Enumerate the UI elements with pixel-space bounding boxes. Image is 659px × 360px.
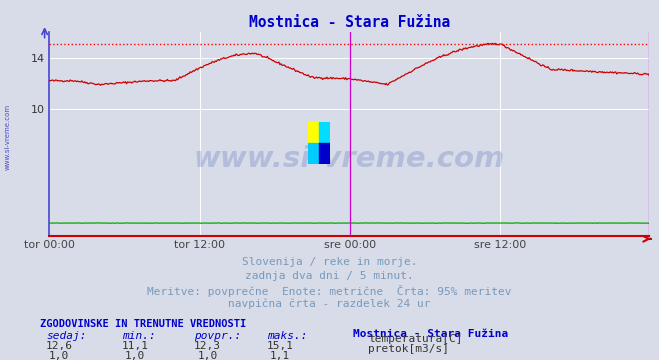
Text: 12,3: 12,3 [194,341,221,351]
Text: 11,1: 11,1 [122,341,148,351]
Bar [320,143,330,164]
Text: pretok[m3/s]: pretok[m3/s] [368,344,449,354]
Text: 15,1: 15,1 [267,341,293,351]
Text: navpična črta - razdelek 24 ur: navpična črta - razdelek 24 ur [228,298,431,309]
Text: 1,0: 1,0 [125,351,145,360]
Title: Mostnica - Stara Fužina: Mostnica - Stara Fužina [248,15,450,30]
Bar [308,122,320,143]
Text: 1,1: 1,1 [270,351,290,360]
Text: maks.:: maks.: [267,331,307,341]
Text: min.:: min.: [122,331,156,341]
Text: www.si-vreme.com: www.si-vreme.com [194,144,505,172]
Text: 12,6: 12,6 [46,341,72,351]
Text: www.si-vreme.com: www.si-vreme.com [5,104,11,170]
Bar [308,143,320,164]
Text: Slovenija / reke in morje.: Slovenija / reke in morje. [242,257,417,267]
Bar [320,122,330,143]
Text: 1,0: 1,0 [49,351,69,360]
Text: temperatura[C]: temperatura[C] [368,334,463,344]
Text: Mostnica - Stara Fužina: Mostnica - Stara Fužina [353,329,508,339]
Text: zadnja dva dni / 5 minut.: zadnja dva dni / 5 minut. [245,271,414,281]
Text: sedaj:: sedaj: [46,331,86,341]
Text: Meritve: povprečne  Enote: metrične  Črta: 95% meritev: Meritve: povprečne Enote: metrične Črta:… [147,285,512,297]
Text: ZGODOVINSKE IN TRENUTNE VREDNOSTI: ZGODOVINSKE IN TRENUTNE VREDNOSTI [40,319,246,329]
Text: 1,0: 1,0 [198,351,217,360]
Text: povpr.:: povpr.: [194,331,242,341]
